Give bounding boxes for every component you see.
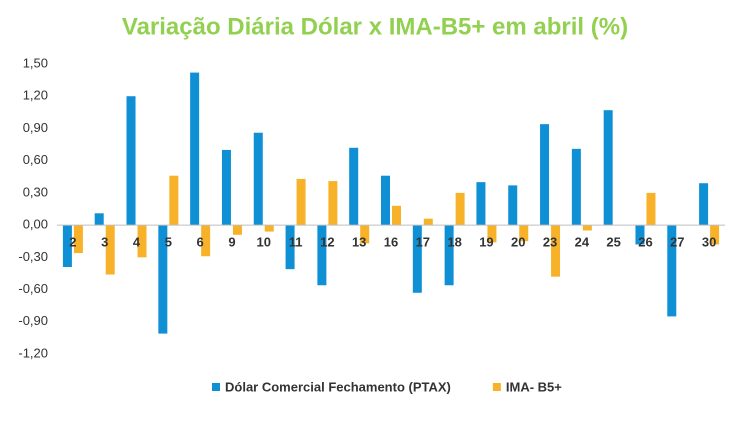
y-tick-label: 0,30: [23, 184, 48, 199]
bar: [635, 225, 645, 245]
bar: [582, 225, 592, 231]
x-tick-label: 23: [543, 235, 557, 250]
bar: [444, 225, 454, 286]
y-tick-label: 0,00: [23, 217, 48, 232]
bar: [169, 175, 179, 226]
bar: [381, 175, 390, 226]
bar: [508, 185, 518, 226]
x-tick-label: 11: [289, 235, 303, 250]
y-tick-label: -0,30: [18, 249, 48, 264]
x-tick-label: 2: [69, 235, 76, 250]
bar: [551, 225, 561, 277]
x-tick-label: 17: [416, 235, 430, 250]
bar: [221, 149, 231, 226]
x-tick-label: 10: [257, 235, 271, 250]
bar: [710, 225, 720, 245]
legend-swatch: [212, 383, 220, 391]
bar: [360, 225, 370, 244]
x-tick-label: 4: [133, 235, 141, 250]
bar: [328, 181, 338, 226]
bar: [349, 147, 359, 226]
bar: [699, 183, 709, 226]
bar: [646, 192, 656, 226]
bar: [201, 225, 211, 257]
bar: [232, 225, 242, 235]
x-tick-label: 24: [575, 235, 590, 250]
bar: [317, 225, 327, 286]
bar: [264, 225, 274, 232]
bar: [126, 96, 136, 226]
bar: [667, 225, 677, 317]
bar: [540, 124, 550, 226]
legend-label: Dólar Comercial Fechamento (PTAX): [225, 379, 451, 394]
bar: [190, 72, 200, 226]
bar: [476, 182, 486, 226]
legend-label: IMA- B5+: [506, 379, 562, 394]
bar: [253, 132, 263, 226]
x-tick-label: 25: [606, 235, 620, 250]
bar: [603, 110, 613, 226]
bar: [296, 178, 306, 226]
legend-swatch: [492, 383, 501, 391]
bar: [285, 225, 295, 270]
y-tick-label: 1,20: [23, 88, 48, 103]
x-tick-label: 9: [228, 235, 235, 250]
y-tick-label: 0,60: [23, 152, 48, 167]
x-tick-label: 12: [320, 235, 334, 250]
bar: [392, 205, 401, 226]
y-tick-label: -0,60: [18, 281, 48, 296]
bar: [412, 225, 422, 293]
x-tick-label: 27: [670, 235, 684, 250]
bar: [571, 148, 581, 226]
bar: [105, 225, 115, 275]
x-tick-label: 19: [479, 235, 493, 250]
bar: [94, 213, 104, 226]
y-tick-label: -0,90: [18, 313, 48, 328]
y-tick-label: 0,90: [23, 120, 48, 135]
x-tick-label: 20: [511, 235, 525, 250]
y-tick-label: -1,20: [18, 345, 48, 360]
bar: [62, 225, 72, 267]
bar: [487, 225, 497, 243]
y-tick-label: 1,50: [23, 55, 48, 70]
bar: [73, 225, 83, 254]
bar: [137, 225, 147, 258]
bar: [158, 225, 168, 334]
x-tick-label: 6: [197, 235, 204, 250]
bar: [423, 218, 433, 226]
x-tick-label: 26: [638, 235, 652, 250]
x-tick-label: 30: [702, 235, 716, 250]
x-tick-label: 13: [352, 235, 366, 250]
bar: [455, 192, 465, 226]
chart-title: Variação Diária Dólar x IMA-B5+ em abril…: [122, 13, 628, 40]
bar: [519, 225, 529, 242]
x-tick-label: 3: [101, 235, 108, 250]
x-tick-label: 5: [165, 235, 172, 250]
x-tick-label: 18: [447, 235, 461, 250]
x-tick-label: 16: [384, 235, 398, 250]
